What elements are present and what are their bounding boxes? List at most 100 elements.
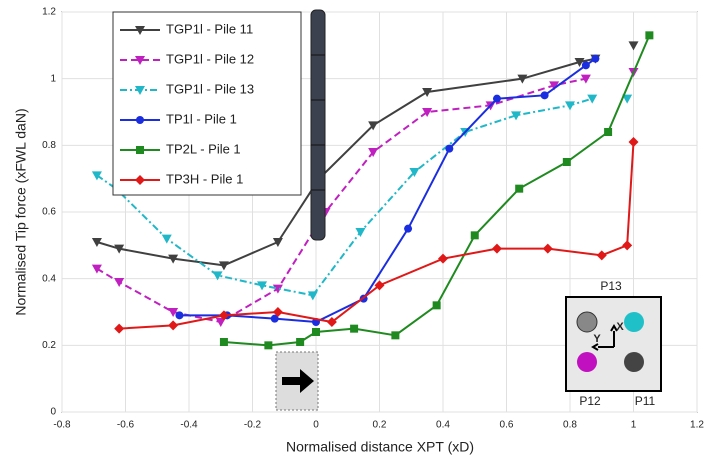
marker bbox=[562, 158, 571, 166]
series-line bbox=[223, 34, 651, 347]
marker bbox=[114, 244, 125, 254]
legend: TGP1l - Pile 11 TGP1l - Pile 12 TGP1l - Pi… bbox=[112, 11, 302, 196]
marker bbox=[114, 323, 125, 334]
marker bbox=[622, 94, 633, 104]
marker bbox=[374, 280, 385, 291]
marker bbox=[438, 253, 448, 264]
annotation: P13 bbox=[600, 279, 622, 293]
marker bbox=[391, 331, 400, 340]
pile-graphic bbox=[310, 9, 326, 241]
marker bbox=[215, 318, 226, 327]
y-tick-label: 1.2 bbox=[42, 7, 56, 18]
legend-label: TGP1l - Pile 12 bbox=[166, 51, 254, 66]
marker bbox=[492, 94, 501, 103]
y-tick-label: 0.2 bbox=[42, 340, 56, 351]
marker bbox=[135, 26, 145, 35]
marker bbox=[422, 88, 433, 97]
marker bbox=[136, 146, 144, 154]
marker bbox=[218, 261, 229, 271]
legend-label: TGP1l - Pile 13 bbox=[166, 81, 254, 96]
x-tick-label: 1 bbox=[631, 420, 637, 431]
y-tick-label: 0.4 bbox=[42, 273, 56, 284]
pile-layout-inset bbox=[565, 296, 662, 392]
marker bbox=[542, 243, 553, 254]
marker bbox=[264, 341, 273, 350]
marker bbox=[591, 54, 600, 63]
marker bbox=[135, 86, 145, 95]
marker bbox=[114, 278, 125, 287]
marker bbox=[135, 56, 145, 65]
marker bbox=[574, 58, 585, 67]
marker bbox=[136, 116, 144, 124]
marker bbox=[587, 94, 598, 104]
marker bbox=[161, 234, 172, 244]
marker bbox=[168, 308, 179, 317]
x-tick-label: 0.4 bbox=[436, 420, 450, 431]
marker bbox=[628, 41, 639, 51]
annotation: X bbox=[616, 321, 624, 333]
y-axis-label: Normalised Tip force (xFWL daN) bbox=[13, 108, 29, 315]
marker bbox=[540, 91, 549, 100]
marker bbox=[272, 307, 283, 317]
marker bbox=[515, 184, 524, 193]
marker bbox=[355, 228, 366, 237]
marker bbox=[432, 301, 441, 310]
y-tick-label: 0.8 bbox=[42, 140, 56, 151]
marker bbox=[257, 281, 268, 291]
marker bbox=[580, 74, 591, 84]
marker bbox=[350, 324, 359, 333]
marker bbox=[368, 121, 379, 131]
x-tick-label: -0.4 bbox=[180, 420, 198, 431]
marker bbox=[596, 250, 607, 261]
marker bbox=[307, 291, 318, 301]
direction-arrow bbox=[275, 351, 319, 411]
marker bbox=[175, 311, 184, 320]
x-tick-label: 1.2 bbox=[690, 420, 704, 431]
marker bbox=[326, 317, 337, 327]
legend-label: TP2L - Pile 1 bbox=[166, 141, 241, 156]
marker bbox=[168, 320, 179, 331]
x-tick-label: -0.2 bbox=[244, 420, 262, 431]
marker bbox=[212, 271, 223, 281]
marker bbox=[296, 338, 305, 346]
y-tick-label: 0 bbox=[50, 407, 56, 418]
marks bbox=[91, 31, 654, 350]
marker bbox=[368, 148, 379, 157]
marker bbox=[270, 314, 279, 323]
x-tick-label: 0.8 bbox=[563, 420, 577, 431]
marker bbox=[312, 328, 320, 336]
marker bbox=[445, 144, 454, 153]
marker bbox=[272, 284, 283, 294]
x-tick-label: -0.8 bbox=[53, 420, 71, 431]
marker bbox=[218, 310, 229, 321]
annotation: Y bbox=[593, 333, 601, 345]
marker bbox=[517, 74, 528, 84]
grid bbox=[61, 11, 698, 413]
annotation: P12 bbox=[579, 394, 601, 408]
marker bbox=[404, 224, 413, 233]
x-tick-label: 0 bbox=[313, 420, 319, 431]
x-tick-label: 0.6 bbox=[500, 420, 514, 431]
marker bbox=[581, 61, 590, 70]
marker bbox=[91, 238, 102, 247]
x-axis-label: Normalised distance XPT (xD) bbox=[286, 439, 474, 455]
marker bbox=[604, 128, 613, 136]
marker bbox=[491, 243, 502, 254]
marker bbox=[422, 108, 433, 117]
marker bbox=[628, 137, 639, 147]
marker bbox=[622, 240, 633, 251]
legend-label: TP1l - Pile 1 bbox=[166, 111, 237, 126]
x-tick-label: 0.2 bbox=[373, 420, 387, 431]
marker bbox=[219, 338, 228, 346]
marker bbox=[409, 168, 420, 177]
annotation: P11 bbox=[635, 394, 656, 408]
series-line bbox=[119, 141, 635, 330]
legend-label: TGP1l - Pile 11 bbox=[166, 21, 253, 36]
marker bbox=[91, 171, 102, 181]
y-tick-label: 1 bbox=[50, 73, 56, 84]
legend-label: TP3H - Pile 1 bbox=[166, 171, 243, 186]
marker bbox=[272, 238, 283, 247]
x-tick-label: -0.6 bbox=[117, 420, 135, 431]
marker bbox=[511, 111, 522, 121]
